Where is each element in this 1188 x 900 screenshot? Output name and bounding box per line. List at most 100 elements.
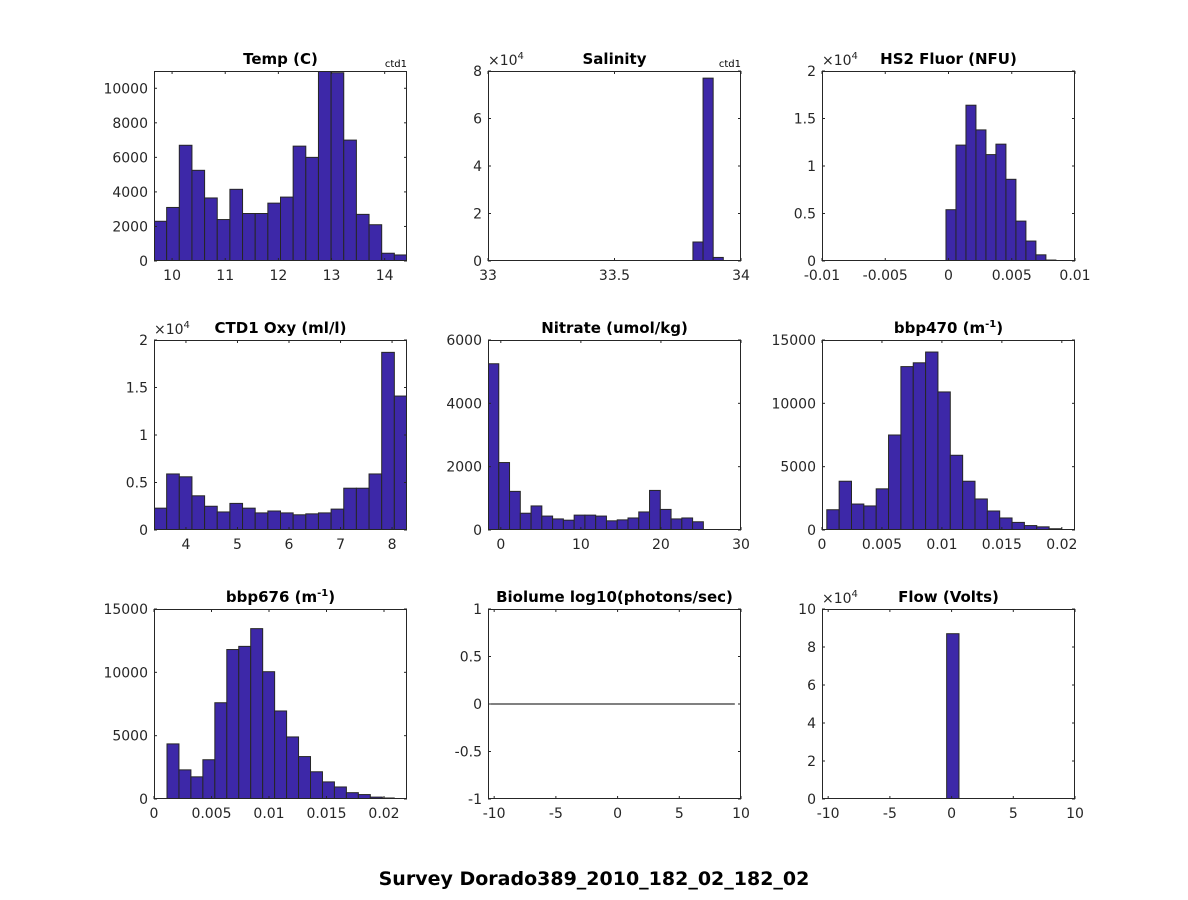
y-tick-label: 1.5	[794, 112, 816, 128]
y-tick-label: -1	[468, 792, 482, 808]
histogram-bar	[1005, 178, 1017, 261]
histogram-bar	[498, 462, 511, 530]
histogram-bar	[965, 104, 977, 261]
histogram-bar	[262, 671, 276, 799]
title-text: Salinity	[583, 50, 647, 68]
histogram-bar	[995, 143, 1007, 261]
axes-frame	[822, 609, 1075, 799]
exponent-power: 4	[518, 51, 524, 62]
histogram-bar	[355, 213, 370, 261]
histogram-bar	[254, 512, 269, 530]
exponent-base: ×10	[822, 591, 852, 607]
x-tick-label: 4	[181, 537, 190, 553]
x-tick-label: 6	[285, 537, 294, 553]
histogram-bar	[154, 220, 168, 261]
x-tick-label: 11	[216, 268, 234, 284]
title-text: Nitrate (umol/kg)	[541, 319, 688, 337]
y-tick-label: 2000	[446, 460, 482, 476]
x-tick-label: -5	[883, 806, 897, 822]
histogram-bar	[519, 512, 532, 530]
histogram-bar	[530, 505, 543, 530]
y-tick-label: 4	[473, 159, 482, 175]
y-tick-label: 0	[473, 254, 482, 270]
x-tick-label: 0.005	[992, 268, 1032, 284]
histogram-bar	[280, 512, 294, 530]
subplot-title: Flow (Volts)	[898, 588, 999, 606]
histogram-bar	[166, 473, 180, 530]
y-tick-label: 4000	[446, 396, 482, 412]
subplot-title: bbp676 (m-1)	[226, 588, 335, 606]
y-tick-label: 6000	[112, 150, 148, 166]
x-tick-label: 33	[479, 268, 497, 284]
title-text-end: )	[996, 319, 1003, 337]
title-superscript: -1	[317, 588, 328, 599]
y-tick-label: 0	[139, 254, 148, 270]
marks	[692, 77, 724, 261]
y-tick-label: 8000	[112, 116, 148, 132]
x-tick-label: 0.005	[862, 537, 902, 553]
histogram-bar	[191, 169, 206, 261]
histogram-bar	[330, 72, 345, 261]
x-tick-label: 5	[675, 806, 684, 822]
histogram-bar	[204, 505, 218, 530]
histogram-bar	[912, 362, 927, 530]
histogram-bar	[190, 776, 204, 799]
histogram-bar	[488, 363, 500, 530]
title-text: bbp470 (m	[894, 319, 985, 337]
y-tick-label: 2000	[112, 219, 148, 235]
marks	[946, 633, 960, 799]
plot-area	[488, 71, 741, 261]
x-tick-label: 0	[947, 806, 956, 822]
histogram-bar	[552, 518, 564, 530]
y-tick-label: 5000	[780, 460, 816, 476]
title-text: Flow (Volts)	[898, 588, 999, 606]
histogram-bar	[242, 507, 256, 530]
x-tick-label: 10	[732, 806, 750, 822]
y-tick-label: 0.5	[794, 207, 816, 223]
y-tick-label: 1	[473, 602, 482, 618]
histogram-bar	[659, 508, 672, 530]
histogram-bar	[562, 519, 575, 530]
histogram-bar	[900, 366, 914, 530]
x-tick-label: 0.01	[253, 806, 284, 822]
histogram-bar	[888, 434, 902, 530]
title-text-end: )	[328, 588, 335, 606]
x-tick-label: 5	[233, 537, 242, 553]
histogram-bar	[1015, 220, 1027, 261]
y-tick-label: 6	[807, 678, 816, 694]
exponent-base: ×10	[822, 53, 852, 69]
histogram-bar	[254, 213, 269, 261]
histogram-bar	[321, 781, 335, 799]
x-tick-label: 0.005	[191, 806, 231, 822]
histogram-bar	[305, 156, 319, 261]
histogram-bar	[985, 154, 997, 261]
histogram-bar	[229, 502, 244, 530]
y-tick-label: 2	[807, 64, 816, 80]
histogram-bar	[975, 129, 987, 261]
y-tick-label: 10000	[103, 81, 148, 97]
subplot-6: 0 0.005 0.01 0.015 0.02 0 5000 10000 15000 bbp470…	[771, 319, 1077, 553]
histogram-bar	[305, 513, 319, 530]
y-tick-label: 2	[807, 754, 816, 770]
subplot-title: Salinity	[583, 50, 647, 68]
marks	[154, 351, 407, 530]
y-tick-label: 15000	[103, 602, 148, 618]
histogram-bar	[214, 702, 228, 799]
histogram-bar	[286, 736, 300, 799]
x-tick-label: 0.02	[1046, 537, 1077, 553]
histogram-bar	[166, 743, 180, 799]
y-tick-label: 1	[807, 159, 816, 175]
histogram-bar	[274, 710, 288, 799]
histogram-bar	[202, 759, 216, 799]
instrument-label: ctd1	[385, 59, 407, 70]
title-text: Temp (C)	[243, 50, 318, 68]
x-tick-label: 8	[388, 537, 397, 553]
title-superscript: -1	[985, 319, 996, 330]
x-tick-label: 0.01	[1059, 268, 1090, 284]
histogram-bar	[242, 213, 256, 261]
x-tick-label: 13	[323, 268, 341, 284]
histogram-bar	[317, 512, 332, 530]
subplot-title: Biolume log10(photons/sec)	[496, 588, 733, 606]
